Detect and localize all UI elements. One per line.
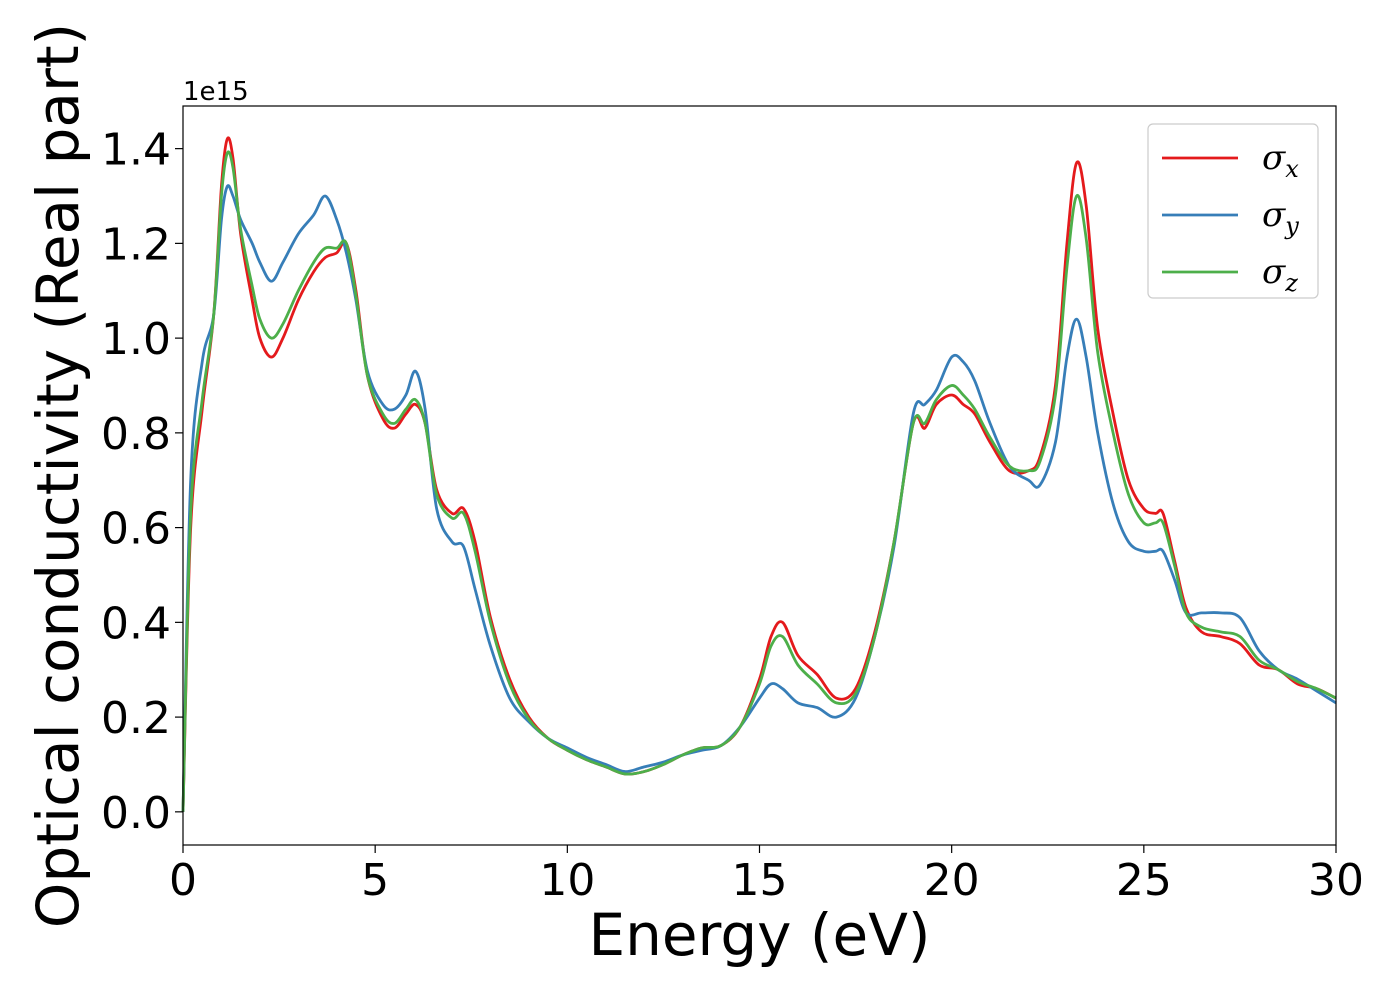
y-tick-label: 1.4 bbox=[101, 125, 171, 176]
legend-label-z: σz bbox=[1262, 252, 1298, 297]
legend: σx σy σz bbox=[1147, 123, 1319, 299]
series-line-z bbox=[181, 150, 1337, 812]
x-tick-label: 0 bbox=[169, 855, 197, 906]
x-tick-label: 20 bbox=[924, 855, 980, 906]
x-axis-ticks: 0 5 10 15 20 25 30 bbox=[169, 845, 1364, 906]
series-lines bbox=[181, 136, 1337, 812]
y-tick-label: 1.0 bbox=[101, 314, 171, 365]
x-tick-label: 15 bbox=[732, 855, 788, 906]
y-tick-label: 0.2 bbox=[101, 693, 171, 744]
y-tick-label: 0.8 bbox=[101, 409, 171, 460]
y-axis-ticks: 0.0 0.2 0.4 0.6 0.8 1.0 1.2 1.4 bbox=[101, 125, 183, 839]
x-tick-label: 10 bbox=[539, 855, 595, 906]
y-axis-label: Optical conductivity (Real part) bbox=[24, 23, 92, 928]
x-tick-label: 30 bbox=[1308, 855, 1364, 906]
y-tick-label: 1.2 bbox=[101, 219, 171, 270]
legend-label-y: σy bbox=[1262, 195, 1299, 240]
x-axis-label: Energy (eV) bbox=[588, 901, 930, 969]
x-tick-label: 25 bbox=[1116, 855, 1172, 906]
y-offset-label: 1e15 bbox=[183, 77, 249, 107]
legend-label-x: σx bbox=[1262, 138, 1299, 183]
y-tick-label: 0.4 bbox=[101, 598, 171, 649]
legend-box bbox=[1147, 123, 1319, 299]
x-tick-label: 5 bbox=[361, 855, 389, 906]
y-tick-label: 0.0 bbox=[101, 788, 171, 839]
y-tick-label: 0.6 bbox=[101, 504, 171, 555]
